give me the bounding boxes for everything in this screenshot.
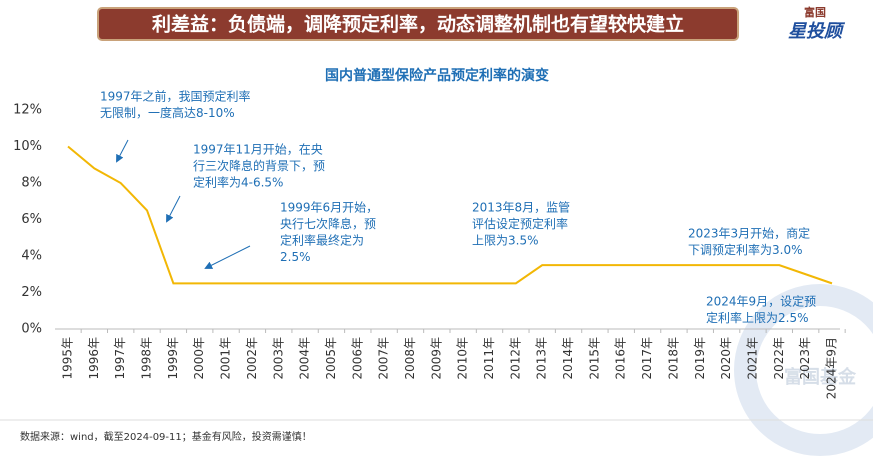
y-tick-label: 12% xyxy=(13,103,42,118)
annotation: 上限为3.5% xyxy=(472,234,539,248)
arrow xyxy=(204,245,251,269)
x-tick-label: 2011年 xyxy=(482,337,496,380)
x-tick-label: 2006年 xyxy=(350,337,364,380)
x-tick-label: 1998年 xyxy=(140,337,154,380)
annotation: 评估设定预定利率 xyxy=(472,216,568,231)
x-tick-label: 2013年 xyxy=(535,337,549,380)
annotation: 1997年之前，我国预定利率 xyxy=(100,89,251,104)
x-tick-label: 2003年 xyxy=(271,337,285,380)
x-tick-label: 2010年 xyxy=(456,337,470,380)
x-tick-label: 2019年 xyxy=(693,337,707,380)
x-tick-label: 1996年 xyxy=(87,337,101,380)
y-tick-label: 0% xyxy=(21,322,42,337)
y-tick-label: 6% xyxy=(21,212,42,227)
y-tick-label: 2% xyxy=(21,285,42,300)
x-tick-label: 2009年 xyxy=(429,337,443,380)
chart-title: 国内普通型保险产品预定利率的演变 xyxy=(325,67,549,84)
annotation: 1997年11月开始，在央 xyxy=(193,143,323,157)
series-line xyxy=(67,145,833,285)
annotation: 下调预定利率为3.0% xyxy=(688,242,803,257)
annotation: 1999年6月开始， xyxy=(280,201,378,215)
footer: 数据来源：wind，截至2024-09-11；基金有风险，投资需谨慎！ xyxy=(20,430,312,443)
x-tick-label: 2008年 xyxy=(403,337,417,380)
x-tick-label: 2016年 xyxy=(614,337,628,380)
x-tick-label: 2014年 xyxy=(561,337,575,380)
x-tick-label: 2012年 xyxy=(508,337,522,380)
annotation: 定利率最终定为 xyxy=(280,233,364,248)
x-tick-label: 2017年 xyxy=(640,337,654,380)
x-tick-label: 1999年 xyxy=(166,337,180,380)
watermark: 富国基金 xyxy=(784,366,857,388)
annotation: 2024年9月，设定预 xyxy=(706,294,816,309)
annotation: 央行七次降息，预 xyxy=(280,216,376,231)
x-tick-label: 2020年 xyxy=(719,337,733,380)
x-tick-label: 1997年 xyxy=(113,337,127,380)
x-tick-label: 2018年 xyxy=(666,337,680,380)
annotation: 定利率上限为2.5% xyxy=(706,310,809,325)
annotation: 2013年8月，监管 xyxy=(472,200,570,215)
watermark-ring xyxy=(734,284,873,456)
title-banner xyxy=(97,7,739,41)
y-tick-label: 10% xyxy=(13,139,42,154)
x-tick-label: 2024年9月 xyxy=(825,337,839,399)
x-tick-label: 2022年 xyxy=(772,337,786,380)
page-title: 利差益：负债端，调降预定利率，动态调整机制也有望较快建立 xyxy=(152,13,684,36)
x-tick-label: 2007年 xyxy=(377,337,391,380)
logo-top: 富国 xyxy=(804,5,826,19)
x-tick-label: 2001年 xyxy=(219,337,233,380)
x-tick-label: 2015年 xyxy=(587,337,601,380)
annotation: 定利率为4-6.5% xyxy=(193,175,283,190)
annotation: 无限制，一度高达8-10% xyxy=(100,105,235,120)
arrow xyxy=(166,195,181,223)
annotation: 2.5% xyxy=(280,250,311,264)
y-tick-label: 4% xyxy=(21,249,42,264)
x-tick-label: 1995年 xyxy=(61,337,75,380)
arrow xyxy=(116,139,129,163)
x-tick-label: 2005年 xyxy=(324,337,338,380)
annotation: 2023年3月开始，商定 xyxy=(688,226,810,241)
logo-bottom: 星投顾 xyxy=(788,21,846,42)
x-tick-label: 2004年 xyxy=(298,337,312,380)
x-tick-label: 2021年 xyxy=(745,337,759,380)
x-tick-label: 2023年 xyxy=(798,337,812,380)
annotation: 行三次降息的背景下，预 xyxy=(193,158,325,173)
y-tick-label: 8% xyxy=(21,176,42,191)
x-tick-label: 2002年 xyxy=(245,337,259,380)
x-tick-label: 2000年 xyxy=(192,337,206,380)
